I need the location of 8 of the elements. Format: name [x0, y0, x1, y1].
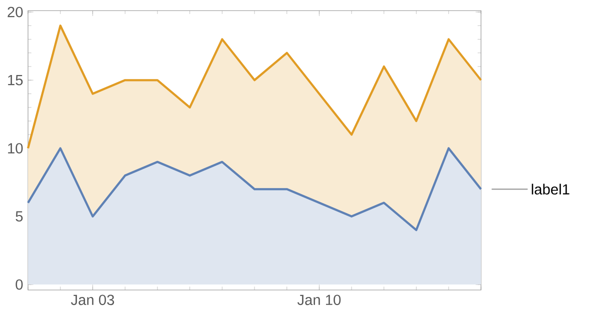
- x-tick-label: Jan 10: [297, 294, 341, 306]
- y-tick-label: 15: [8, 75, 23, 86]
- text: label1: [532, 184, 570, 195]
- y-tick-label: 10: [8, 143, 23, 154]
- y-tick-label: 20: [8, 6, 23, 18]
- y-tick-label: 5: [16, 211, 23, 222]
- x-tick-label: Jan 03: [70, 294, 114, 306]
- y-tick-label: 0: [16, 279, 23, 290]
